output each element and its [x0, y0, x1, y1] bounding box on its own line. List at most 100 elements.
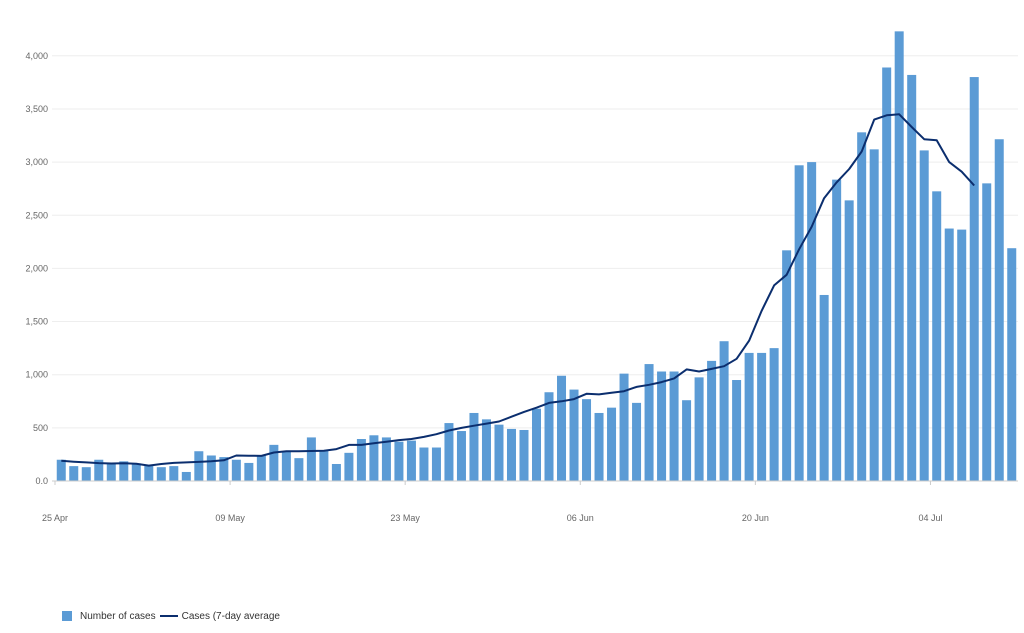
bar[interactable]: [794, 165, 804, 481]
bar[interactable]: [294, 458, 304, 481]
bar[interactable]: [944, 228, 954, 481]
bar[interactable]: [869, 149, 879, 481]
bar[interactable]: [969, 77, 979, 481]
x-tick-label: 06 Jun: [567, 513, 594, 523]
bar[interactable]: [644, 364, 654, 481]
bar[interactable]: [381, 437, 391, 481]
bar[interactable]: [832, 179, 842, 481]
bar[interactable]: [544, 392, 554, 481]
y-tick-label: 2,000: [25, 263, 48, 273]
bar[interactable]: [494, 424, 504, 481]
bar[interactable]: [557, 375, 567, 481]
bar[interactable]: [694, 377, 704, 481]
bar[interactable]: [469, 412, 479, 481]
bar[interactable]: [69, 466, 79, 481]
bar[interactable]: [732, 380, 742, 481]
bar[interactable]: [907, 74, 917, 482]
bar[interactable]: [231, 459, 241, 481]
legend-label-line: Cases (7-day average: [181, 610, 280, 622]
bar[interactable]: [269, 444, 279, 481]
bar[interactable]: [481, 419, 491, 481]
bar[interactable]: [419, 447, 429, 481]
bar[interactable]: [169, 466, 179, 481]
y-tick-label: 2,500: [25, 210, 48, 220]
bar[interactable]: [919, 150, 929, 482]
bar[interactable]: [707, 360, 717, 481]
y-tick-label: 3,000: [25, 157, 48, 167]
bar[interactable]: [632, 402, 642, 481]
bar[interactable]: [719, 341, 729, 481]
bar[interactable]: [119, 461, 129, 481]
bar[interactable]: [682, 400, 692, 481]
bar[interactable]: [156, 467, 166, 481]
bar[interactable]: [757, 352, 767, 481]
bar[interactable]: [519, 429, 529, 481]
x-tick-label: 09 May: [215, 513, 245, 523]
bar[interactable]: [56, 459, 66, 481]
bar[interactable]: [957, 229, 967, 481]
bar[interactable]: [306, 437, 316, 481]
x-tick-label: 25 Apr: [42, 513, 68, 523]
bar[interactable]: [444, 423, 454, 481]
legend: Number of cases Cases (7-day average: [62, 609, 284, 623]
bar[interactable]: [256, 455, 266, 481]
bar-series: [56, 31, 1017, 482]
bar[interactable]: [819, 294, 829, 481]
bar[interactable]: [807, 162, 817, 481]
bar[interactable]: [281, 451, 291, 481]
bar[interactable]: [857, 132, 867, 481]
bar[interactable]: [782, 250, 792, 481]
bar[interactable]: [406, 440, 416, 481]
bar[interactable]: [582, 399, 592, 481]
average-line[interactable]: [61, 113, 975, 467]
bar[interactable]: [844, 200, 854, 482]
bar[interactable]: [994, 139, 1004, 482]
legend-swatch-bars: [62, 611, 72, 621]
y-tick-label: 1,500: [25, 317, 48, 327]
bar[interactable]: [194, 451, 204, 481]
bar[interactable]: [456, 431, 466, 481]
bar[interactable]: [144, 465, 154, 481]
line-series: [61, 113, 975, 467]
bar[interactable]: [882, 67, 892, 482]
bar[interactable]: [319, 450, 329, 481]
bar[interactable]: [932, 191, 942, 481]
y-axis: 0.0 500 1,000 1,500 2,000 2,500 3,000 3,500 4,00…: [25, 51, 48, 486]
bar[interactable]: [1007, 248, 1017, 481]
bar[interactable]: [569, 389, 579, 481]
bar[interactable]: [619, 373, 629, 481]
bar[interactable]: [657, 371, 667, 481]
bar[interactable]: [531, 408, 542, 481]
bar[interactable]: [219, 457, 229, 481]
bar[interactable]: [769, 348, 779, 481]
legend-swatch-line: [159, 615, 178, 617]
bar[interactable]: [244, 462, 254, 481]
bar[interactable]: [594, 412, 604, 481]
bar[interactable]: [431, 447, 441, 481]
y-tick-label: 4,000: [25, 51, 48, 61]
bar[interactable]: [894, 31, 904, 481]
y-tick-label: 3,500: [25, 104, 48, 114]
x-tick-label: 23 May: [390, 513, 420, 523]
bar[interactable]: [607, 407, 617, 481]
legend-item-line[interactable]: Cases (7-day average: [159, 610, 280, 622]
bar[interactable]: [106, 462, 116, 481]
bar[interactable]: [982, 183, 992, 482]
bar[interactable]: [206, 455, 216, 481]
bar[interactable]: [669, 371, 679, 481]
bar[interactable]: [369, 435, 379, 481]
legend-item-bars[interactable]: Number of cases: [62, 611, 156, 622]
bar[interactable]: [394, 441, 404, 481]
bar[interactable]: [94, 459, 104, 481]
y-tick-label: 500: [33, 423, 48, 433]
bar[interactable]: [331, 463, 341, 481]
bar[interactable]: [356, 439, 366, 481]
bar[interactable]: [506, 428, 516, 481]
y-tick-label: 1,000: [25, 370, 48, 380]
bar[interactable]: [344, 452, 354, 481]
bar[interactable]: [131, 463, 141, 481]
bar[interactable]: [181, 471, 191, 481]
bar[interactable]: [81, 467, 91, 481]
bar[interactable]: [744, 352, 754, 481]
